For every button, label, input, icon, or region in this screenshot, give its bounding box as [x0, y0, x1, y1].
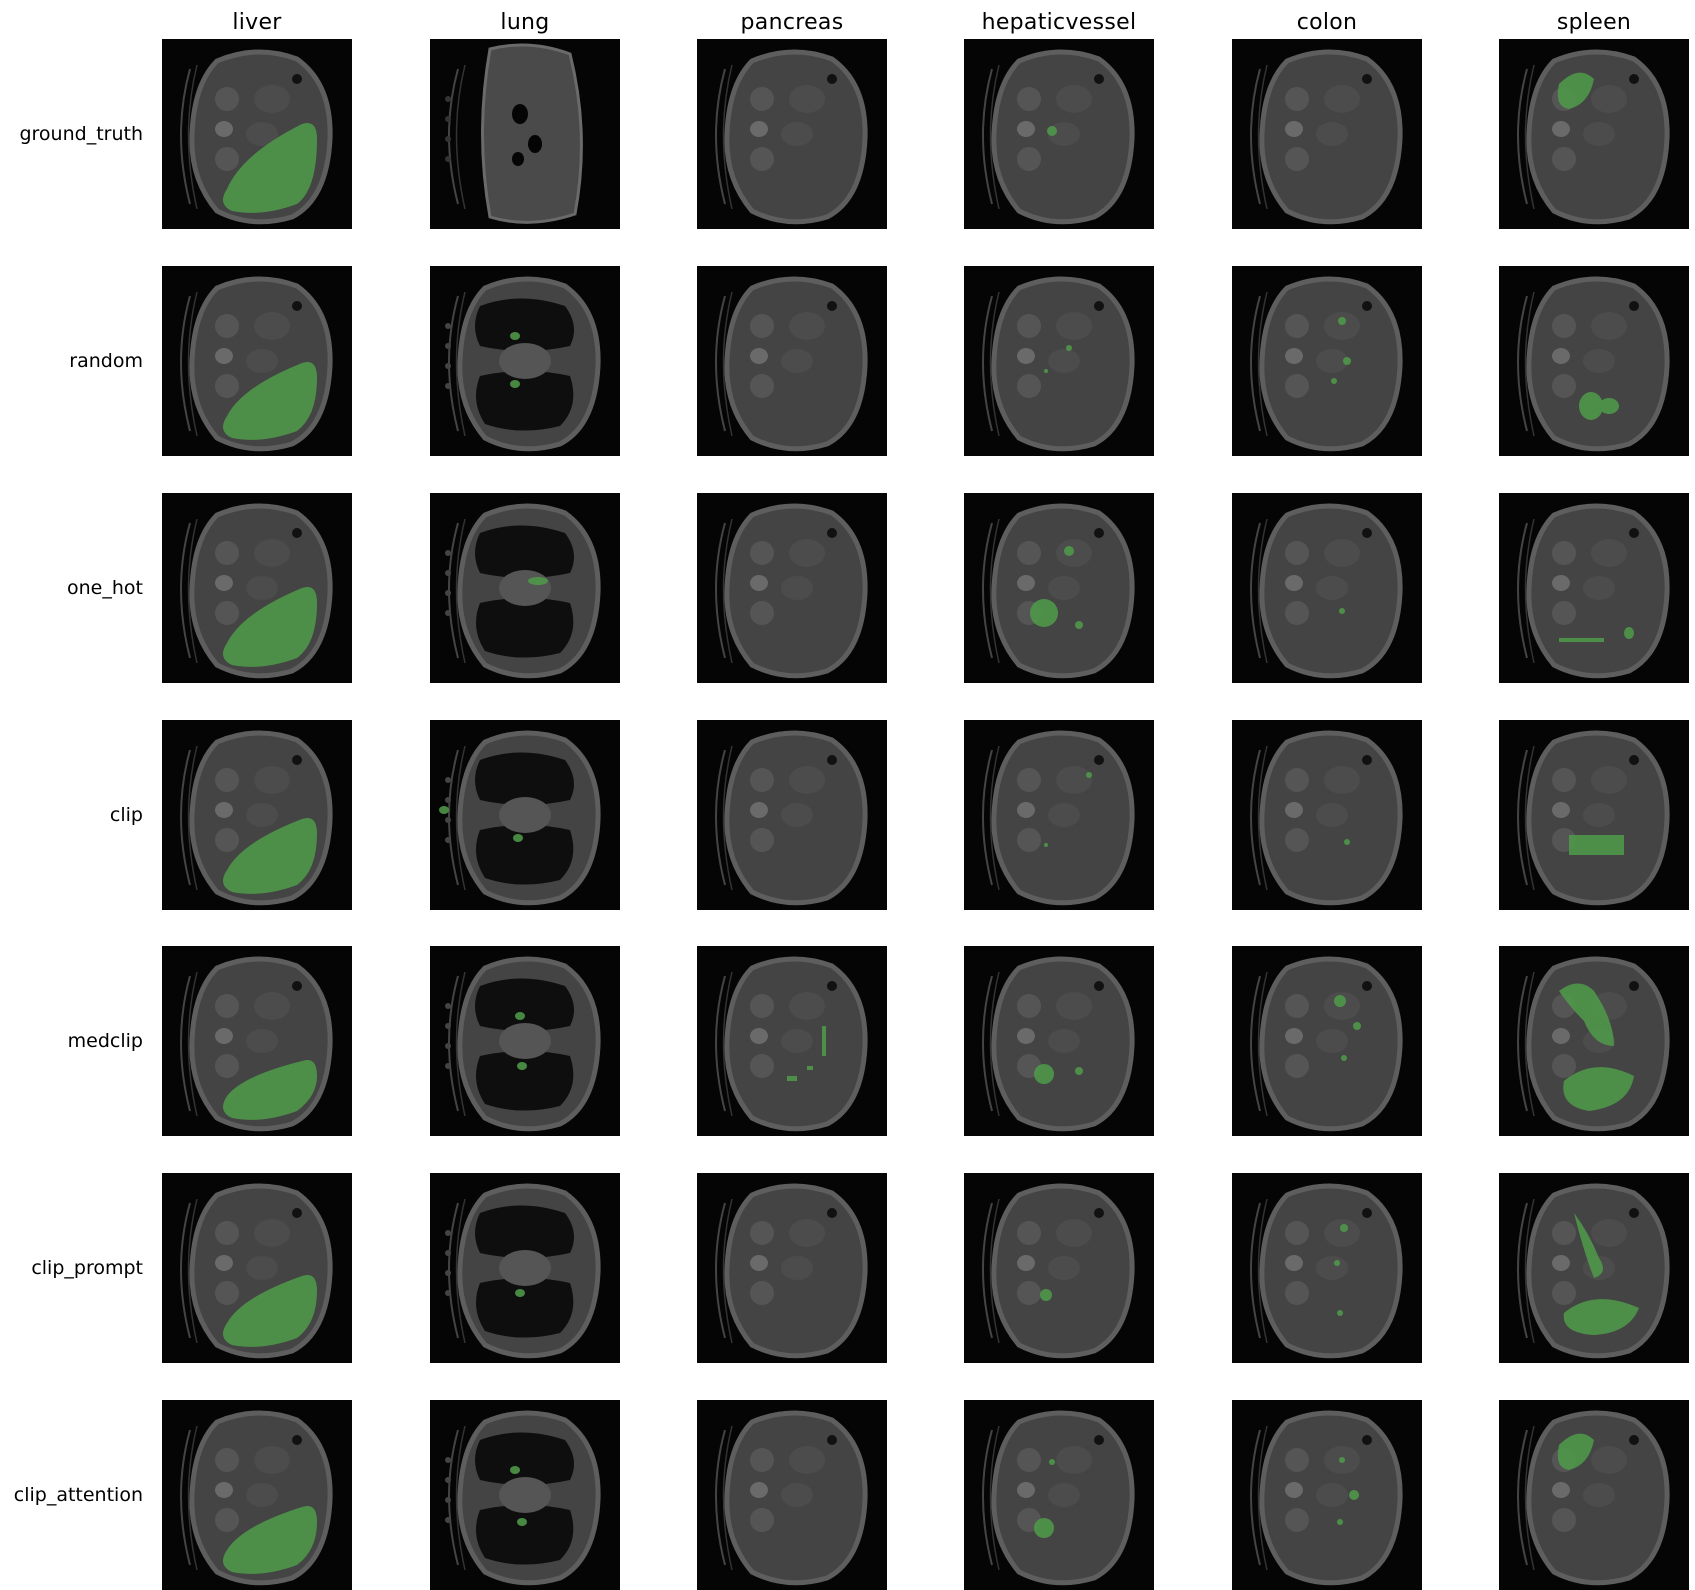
ct-slice-image	[180, 730, 333, 906]
ct-slice-image	[180, 503, 333, 679]
panel-random-lung	[430, 266, 620, 456]
ct-slice-image	[180, 1410, 333, 1586]
panel-clip-prompt-lung	[430, 1173, 620, 1363]
panel-clip-attention-pancreas	[697, 1400, 887, 1590]
column-title-colon: colon	[1296, 10, 1358, 35]
ct-slice-image	[439, 730, 601, 906]
panel-clip-colon	[1232, 720, 1422, 910]
panel-clip-lung	[430, 720, 620, 910]
ct-slice-image	[1517, 1410, 1670, 1586]
ct-slice-image	[180, 956, 333, 1132]
column-title-hepaticvessel: hepaticvessel	[981, 10, 1137, 35]
panel-clip-prompt-liver	[162, 1173, 352, 1363]
panel-clip-pancreas	[697, 720, 887, 910]
ct-slice-image	[1517, 49, 1670, 225]
panel-clip-attention-spleen	[1499, 1400, 1689, 1590]
panel-clip-prompt-colon	[1232, 1173, 1422, 1363]
panel-medclip-pancreas	[697, 946, 887, 1136]
panel-clip-hepaticvessel	[964, 720, 1154, 910]
panel-random-hepaticvessel	[964, 266, 1154, 456]
ct-slice-image	[1250, 49, 1403, 225]
panel-medclip-colon	[1232, 946, 1422, 1136]
ct-slice-image	[445, 956, 601, 1132]
ct-slice-image	[1517, 503, 1670, 679]
row-label-clip-prompt: clip_prompt	[31, 1257, 143, 1279]
column-title-lung: lung	[500, 10, 550, 35]
panel-ground-truth-hepaticvessel	[964, 39, 1154, 229]
ct-slice-image	[1517, 1183, 1670, 1359]
ct-slice-image	[445, 276, 601, 452]
ct-slice-image	[180, 49, 333, 225]
row-label-ground-truth: ground_truth	[19, 123, 143, 145]
ct-slice-image	[982, 503, 1135, 679]
ct-slice-image	[982, 49, 1135, 225]
ct-slice-image	[715, 503, 868, 679]
ct-slice-image	[982, 276, 1135, 452]
ct-slice-image	[982, 1183, 1135, 1359]
ct-slice-image	[715, 1183, 868, 1359]
ct-slice-image	[982, 956, 1135, 1132]
panel-one-hot-hepaticvessel	[964, 493, 1154, 683]
panel-one-hot-spleen	[1499, 493, 1689, 683]
row-label-clip: clip	[109, 804, 143, 826]
ct-slice-image	[982, 730, 1135, 906]
panel-ground-truth-colon	[1232, 39, 1422, 229]
panel-ground-truth-pancreas	[697, 39, 887, 229]
column-title-liver: liver	[232, 10, 282, 35]
panel-one-hot-lung	[430, 493, 620, 683]
panel-random-colon	[1232, 266, 1422, 456]
panel-medclip-hepaticvessel	[964, 946, 1154, 1136]
ct-slice-image	[1250, 1410, 1403, 1586]
row-label-one-hot: one_hot	[67, 577, 143, 599]
row-label-clip-attention: clip_attention	[13, 1484, 143, 1506]
ct-slice-image	[445, 503, 601, 679]
column-title-spleen: spleen	[1556, 10, 1632, 35]
panel-random-spleen	[1499, 266, 1689, 456]
ct-slice-image	[1517, 730, 1670, 906]
panel-one-hot-pancreas	[697, 493, 887, 683]
panel-ground-truth-spleen	[1499, 39, 1689, 229]
ct-slice-image	[715, 956, 868, 1132]
panel-clip-prompt-spleen	[1499, 1173, 1689, 1363]
column-title-pancreas: pancreas	[740, 10, 844, 35]
ct-slice-image	[715, 276, 868, 452]
ct-slice-image	[445, 1183, 601, 1359]
panel-clip-attention-liver	[162, 1400, 352, 1590]
row-label-random: random	[69, 350, 143, 372]
panel-medclip-spleen	[1499, 946, 1689, 1136]
panel-medclip-lung	[430, 946, 620, 1136]
ct-slice-image	[1250, 276, 1403, 452]
panel-random-pancreas	[697, 266, 887, 456]
ct-slice-image	[1517, 956, 1670, 1132]
panel-clip-attention-lung	[430, 1400, 620, 1590]
panel-ground-truth-lung	[430, 39, 620, 229]
ct-slice-image	[1250, 956, 1403, 1132]
panel-clip-prompt-hepaticvessel	[964, 1173, 1154, 1363]
panel-clip-prompt-pancreas	[697, 1173, 887, 1363]
ct-slice-image	[1250, 503, 1403, 679]
panel-clip-attention-colon	[1232, 1400, 1422, 1590]
ct-slice-image	[180, 276, 333, 452]
ct-slice-image	[1517, 276, 1670, 452]
panel-ground-truth-liver	[162, 39, 352, 229]
panel-clip-spleen	[1499, 720, 1689, 910]
panel-random-liver	[162, 266, 352, 456]
ct-slice-image	[445, 1410, 601, 1586]
ct-slice-image	[715, 49, 868, 225]
panel-medclip-liver	[162, 946, 352, 1136]
ct-slice-image	[180, 1183, 333, 1359]
panel-one-hot-colon	[1232, 493, 1422, 683]
ct-slice-image	[715, 1410, 868, 1586]
ct-slice-image	[982, 1410, 1135, 1586]
ct-slice-image	[715, 730, 868, 906]
panel-clip-attention-hepaticvessel	[964, 1400, 1154, 1590]
ct-slice-image	[1250, 730, 1403, 906]
panel-one-hot-liver	[162, 493, 352, 683]
panel-clip-liver	[162, 720, 352, 910]
ct-slice-image	[445, 43, 583, 224]
row-label-medclip: medclip	[67, 1030, 143, 1052]
ct-slice-image	[1250, 1183, 1403, 1359]
